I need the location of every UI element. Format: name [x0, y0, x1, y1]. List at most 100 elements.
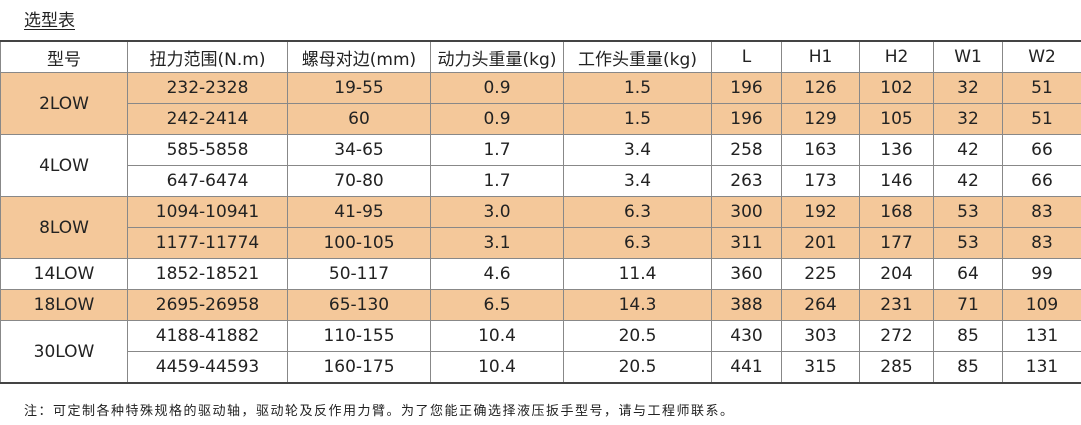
table-cell: 1.5: [563, 103, 712, 135]
table-cell: 160-175: [287, 351, 431, 384]
table-cell: 3.4: [563, 165, 712, 197]
table-cell: 53: [933, 227, 1003, 259]
table-cell: 136: [859, 134, 934, 166]
table-cell: 83: [1002, 227, 1081, 259]
table-cell: 192: [781, 196, 860, 228]
table-cell: 4459-44593: [127, 351, 288, 384]
column-header: 型号: [0, 40, 128, 73]
table-cell: 146: [859, 165, 934, 197]
header-row: 型号 扭力范围(N.m) 螺母对边(mm) 动力头重量(kg) 工作头重量(kg) L H1…: [0, 40, 1081, 73]
table-cell: 163: [781, 134, 860, 166]
table-cell: 109: [1002, 289, 1081, 321]
table-cell: 10.4: [430, 320, 564, 352]
column-header: L: [711, 40, 782, 73]
table-cell: 1.7: [430, 134, 564, 166]
table-cell: 285: [859, 351, 934, 384]
table-cell: 66: [1002, 165, 1081, 197]
spec-table: 型号 扭力范围(N.m) 螺母对边(mm) 动力头重量(kg) 工作头重量(kg) L H1…: [0, 40, 1081, 384]
table-cell: 647-6474: [127, 165, 288, 197]
table-cell: 10.4: [430, 351, 564, 384]
model-cell: 4LOW: [0, 134, 128, 197]
table-cell: 6.3: [563, 227, 712, 259]
model-cell: 8LOW: [0, 196, 128, 259]
table-cell: 66: [1002, 134, 1081, 166]
table-cell: 42: [933, 134, 1003, 166]
column-header: W2: [1002, 40, 1081, 73]
table-cell: 4188-41882: [127, 320, 288, 352]
column-header: 动力头重量(kg): [430, 40, 564, 73]
table-cell: 196: [711, 103, 782, 135]
table-row: 4459-44593 160-175 10.4 20.5 441 315 285 85 131: [1, 351, 1081, 384]
table-row: 30LOW 4188-41882 110-155 10.4 20.5 430 303 272 8…: [0, 320, 1081, 384]
table-cell: 300: [711, 196, 782, 228]
table-row: 14LOW 1852-18521 50-117 4.6 11.4 360 225 204 64 9…: [0, 258, 1081, 290]
model-cell: 18LOW: [0, 289, 128, 321]
table-row: 8LOW 1094-10941 41-95 3.0 6.3 300 192 168 53 83: [0, 196, 1081, 259]
table-cell: 60: [287, 103, 431, 135]
table-cell: 100-105: [287, 227, 431, 259]
table-cell: 3.4: [563, 134, 712, 166]
column-header: 工作头重量(kg): [563, 40, 712, 73]
table-cell: 64: [933, 258, 1003, 290]
table-cell: 242-2414: [127, 103, 288, 135]
table-cell: 41-95: [287, 196, 431, 228]
table-cell: 3.0: [430, 196, 564, 228]
table-cell: 42: [933, 165, 1003, 197]
table-cell: 51: [1002, 72, 1081, 104]
table-cell: 32: [933, 72, 1003, 104]
table-cell: 19-55: [287, 72, 431, 104]
table-cell: 50-117: [287, 258, 431, 290]
table-cell: 131: [1002, 320, 1081, 352]
table-cell: 129: [781, 103, 860, 135]
table-cell: 360: [711, 258, 782, 290]
table-cell: 585-5858: [127, 134, 288, 166]
table-cell: 126: [781, 72, 860, 104]
table-cell: 201: [781, 227, 860, 259]
column-header: W1: [933, 40, 1003, 73]
table-cell: 53: [933, 196, 1003, 228]
model-cell: 30LOW: [0, 320, 128, 384]
table-cell: 1177-11774: [127, 227, 288, 259]
table-cell: 6.3: [563, 196, 712, 228]
table-cell: 105: [859, 103, 934, 135]
table-cell: 0.9: [430, 72, 564, 104]
table-cell: 11.4: [563, 258, 712, 290]
table-cell: 311: [711, 227, 782, 259]
table-cell: 177: [859, 227, 934, 259]
table-cell: 6.5: [430, 289, 564, 321]
table-cell: 430: [711, 320, 782, 352]
table-cell: 70-80: [287, 165, 431, 197]
table-cell: 204: [859, 258, 934, 290]
table-cell: 2695-26958: [127, 289, 288, 321]
table-cell: 168: [859, 196, 934, 228]
table-cell: 1852-18521: [127, 258, 288, 290]
column-header: H1: [781, 40, 860, 73]
table-cell: 173: [781, 165, 860, 197]
table-cell: 272: [859, 320, 934, 352]
table-cell: 1.5: [563, 72, 712, 104]
table-cell: 225: [781, 258, 860, 290]
table-cell: 1094-10941: [127, 196, 288, 228]
table-cell: 71: [933, 289, 1003, 321]
footnote: 注：可定制各种特殊规格的驱动轴，驱动轮及反作用力臂。为了您能正确选择液压扳手型号…: [24, 404, 735, 419]
table-cell: 264: [781, 289, 860, 321]
table-cell: 51: [1002, 103, 1081, 135]
table-cell: 231: [859, 289, 934, 321]
table-row: 2LOW 232-2328 19-55 0.9 1.5 196 126 102 32 51: [0, 72, 1081, 135]
table-cell: 110-155: [287, 320, 431, 352]
table-row: 18LOW 2695-26958 65-130 6.5 14.3 388 264 231 71 1…: [0, 289, 1081, 321]
table-cell: 315: [781, 351, 860, 384]
table-cell: 14.3: [563, 289, 712, 321]
table-cell: 263: [711, 165, 782, 197]
table-cell: 20.5: [563, 351, 712, 384]
table-row: 1177-11774 100-105 3.1 6.3 311 201 177 53 83: [1, 227, 1081, 259]
table-row: 4LOW 585-5858 34-65 1.7 3.4 258 163 136 42 66: [0, 134, 1081, 197]
table-cell: 102: [859, 72, 934, 104]
table-cell: 85: [933, 351, 1003, 384]
table-cell: 258: [711, 134, 782, 166]
table-cell: 99: [1002, 258, 1081, 290]
table-cell: 83: [1002, 196, 1081, 228]
table-cell: 0.9: [430, 103, 564, 135]
model-cell: 2LOW: [0, 72, 128, 135]
column-header: H2: [859, 40, 934, 73]
